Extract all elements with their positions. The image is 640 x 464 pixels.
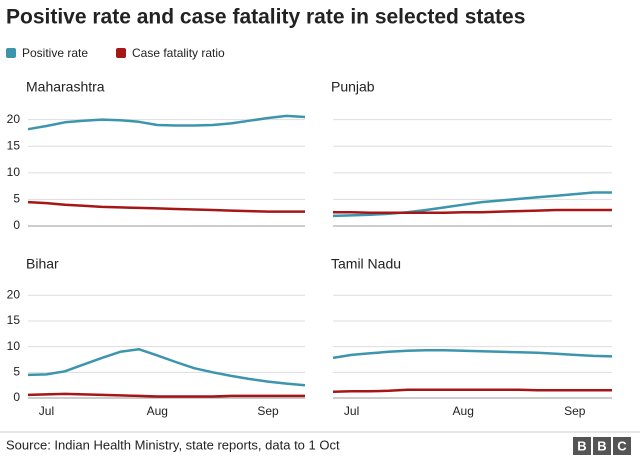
series-line <box>27 392 305 398</box>
series-line <box>27 200 305 213</box>
logo-box <box>573 437 591 455</box>
x-tick-label: Sep <box>564 404 586 418</box>
series-line <box>332 191 612 218</box>
y-tick-label: 5 <box>13 192 20 206</box>
panel-title: Bihar <box>26 256 59 272</box>
panel-title: Maharashtra <box>26 79 105 95</box>
panel-title: Tamil Nadu <box>331 256 401 272</box>
source: Source: Indian Health Ministry, state re… <box>6 437 340 452</box>
series-line <box>27 114 306 131</box>
y-tick-label: 0 <box>13 390 20 404</box>
y-tick-label: 15 <box>7 313 21 327</box>
x-tick-label: Jul <box>39 404 54 418</box>
y-tick-label: 5 <box>13 364 20 378</box>
logo-letter: B <box>577 438 586 453</box>
logo-letter: B <box>597 438 606 453</box>
legend-label: Case fatality ratio <box>132 46 225 60</box>
logo-box <box>613 437 631 455</box>
y-tick-label: 0 <box>13 218 20 232</box>
y-tick-label: 20 <box>7 287 21 301</box>
legend-label: Positive rate <box>22 46 88 60</box>
chart-title: Positive rate and case fatality rate in … <box>6 6 525 29</box>
y-tick-label: 15 <box>7 138 21 152</box>
series-line <box>332 388 612 394</box>
x-tick-label: Aug <box>453 404 474 418</box>
legend-swatch <box>6 48 16 58</box>
series-line <box>332 348 613 360</box>
logo-box <box>593 437 611 455</box>
x-tick-label: Aug <box>147 404 168 418</box>
series-line <box>27 347 306 387</box>
legend-swatch <box>116 48 126 58</box>
x-tick-label: Sep <box>257 404 279 418</box>
y-tick-label: 10 <box>7 339 21 353</box>
x-tick-label: Jul <box>344 404 359 418</box>
panel-title: Punjab <box>331 79 375 95</box>
logo-letter: C <box>617 438 627 453</box>
y-tick-label: 20 <box>7 112 21 126</box>
y-tick-label: 10 <box>7 165 21 179</box>
series-line <box>333 208 612 214</box>
